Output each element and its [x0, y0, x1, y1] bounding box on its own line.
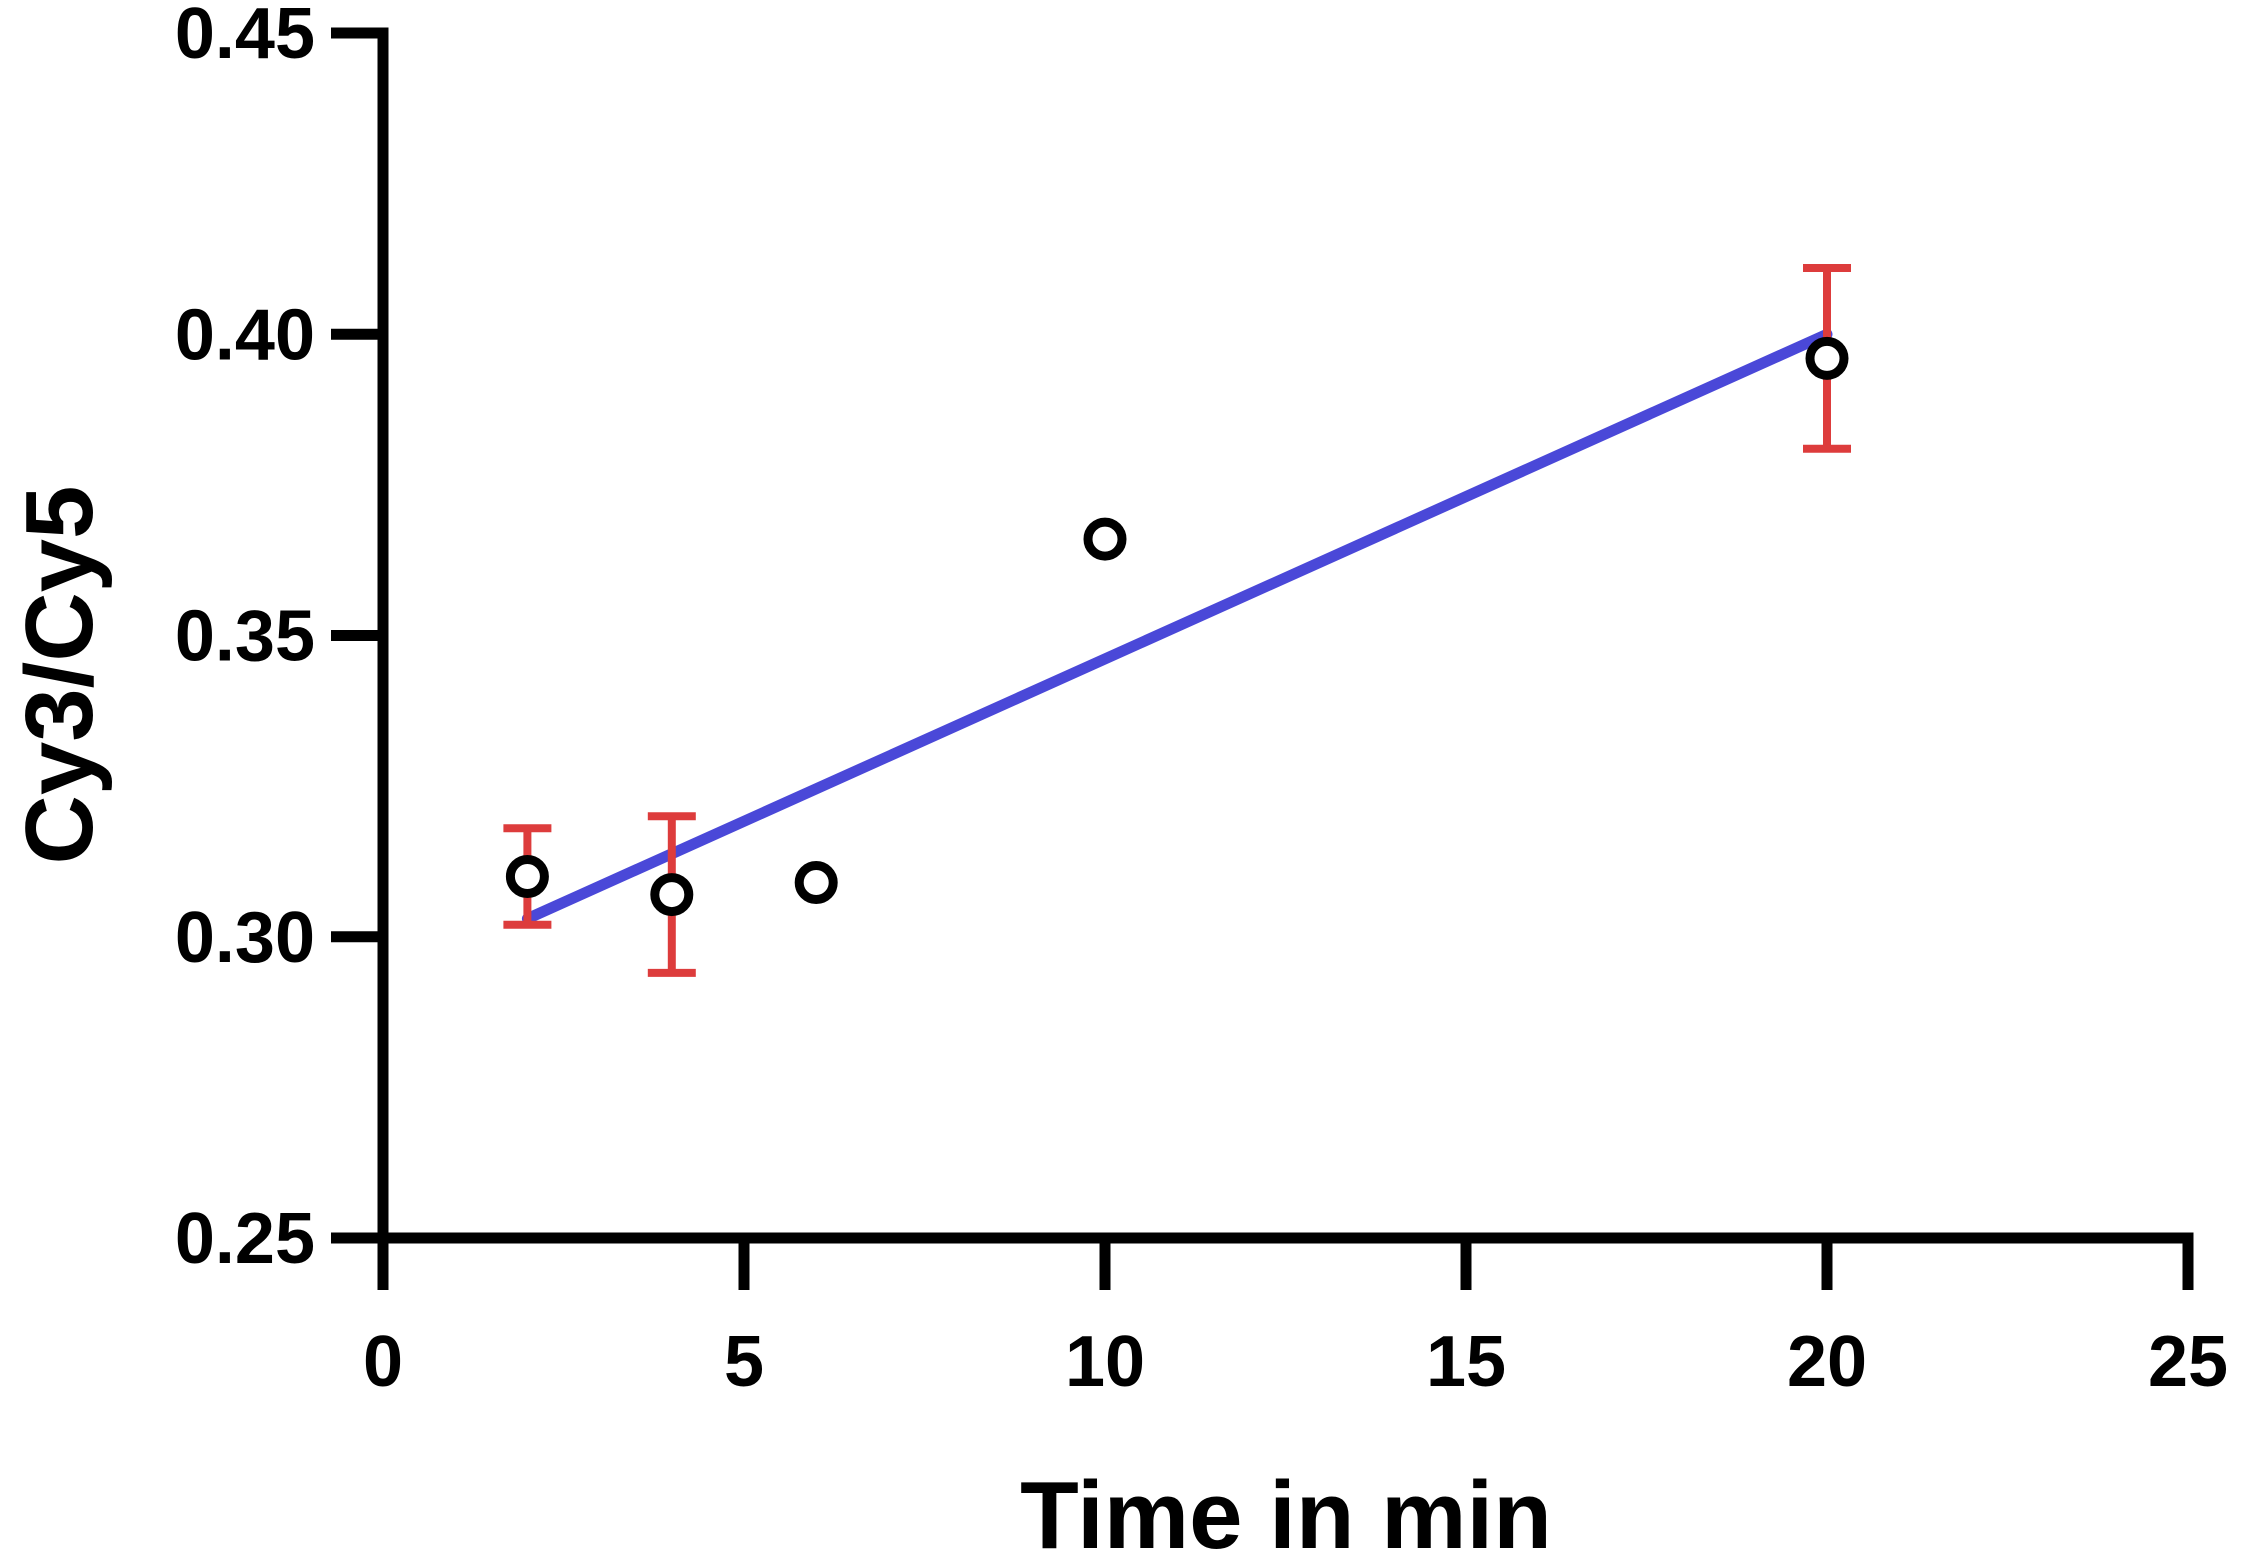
data-point — [1083, 517, 1127, 561]
fit-line-layer — [521, 328, 1833, 925]
y-ticks: 0.25 0.30 0.35 0.40 0.45 — [175, 0, 383, 1279]
axes — [377, 27, 2194, 1244]
y-tick-label: 0.35 — [175, 597, 315, 677]
y-axis-title: Cy3/Cy5 — [6, 486, 113, 865]
x-tick-label: 25 — [2148, 1322, 2228, 1402]
fit-line — [521, 328, 1833, 925]
y-tick-label: 0.45 — [175, 0, 315, 74]
data-point — [794, 861, 838, 905]
x-ticks: 0 5 10 15 20 25 — [363, 1238, 2228, 1402]
x-tick-label: 15 — [1426, 1322, 1506, 1402]
x-tick-label: 20 — [1787, 1322, 1867, 1402]
x-tick-label: 10 — [1065, 1322, 1145, 1402]
data-point — [505, 855, 549, 898]
data-point — [650, 873, 694, 917]
x-tick-label: 0 — [363, 1322, 403, 1402]
x-axis-title: Time in min — [1020, 1462, 1552, 1564]
y-tick-label: 0.30 — [175, 898, 315, 978]
data-point — [1805, 336, 1849, 380]
y-tick-label: 0.40 — [175, 295, 315, 375]
y-tick-label: 0.25 — [175, 1199, 315, 1279]
x-tick-label: 5 — [724, 1322, 764, 1402]
points-layer — [505, 336, 1849, 917]
